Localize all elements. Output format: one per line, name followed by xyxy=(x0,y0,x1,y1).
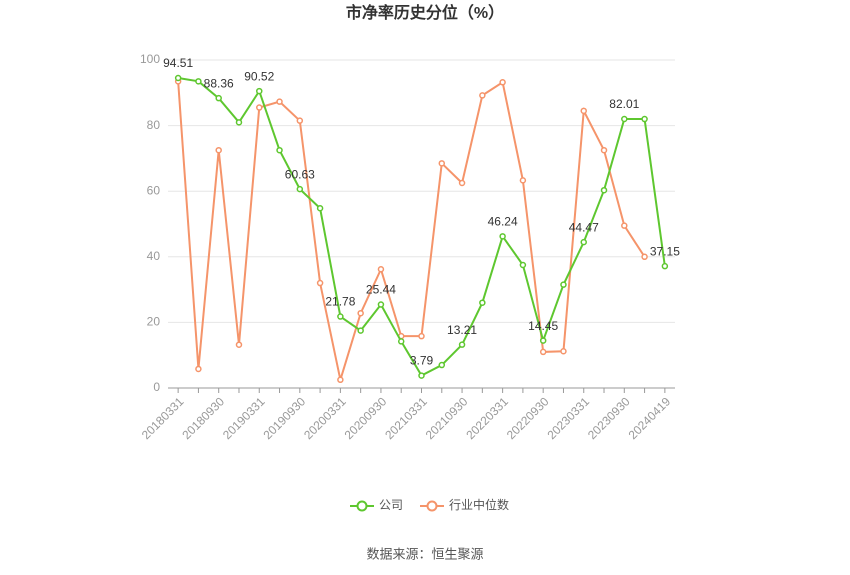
point xyxy=(621,222,628,229)
point xyxy=(499,79,506,86)
data-label: 13.21 xyxy=(447,323,477,337)
data-label: 44.47 xyxy=(569,220,599,234)
point xyxy=(195,78,202,85)
x-tick-label: 20180930 xyxy=(179,394,227,442)
point xyxy=(661,262,669,270)
point xyxy=(276,146,283,154)
point xyxy=(438,361,446,369)
point xyxy=(560,348,567,355)
x-tick-label: 20180331 xyxy=(139,394,187,442)
data-label: 90.52 xyxy=(244,69,274,83)
point xyxy=(316,279,324,287)
legend-label: 公司 xyxy=(379,498,403,512)
data-label: 46.24 xyxy=(488,215,518,229)
point xyxy=(316,205,324,212)
y-tick-label: 20 xyxy=(147,315,161,329)
x-tick-label: 20200331 xyxy=(301,394,349,442)
y-tick-label: 80 xyxy=(147,118,161,132)
x-tick-label: 20210331 xyxy=(382,394,430,442)
x-tick-label: 20230331 xyxy=(544,394,592,442)
point xyxy=(276,98,283,105)
legend-marker xyxy=(426,500,438,512)
point xyxy=(479,92,486,99)
data-label: 88.36 xyxy=(204,76,234,90)
legend-marker xyxy=(356,500,368,512)
point xyxy=(539,337,547,344)
legend-label: 行业中位数 xyxy=(449,497,509,512)
data-label: 14.45 xyxy=(528,319,558,333)
point xyxy=(195,365,202,373)
data-label: 37.15 xyxy=(650,244,680,258)
x-tick-label: 20210930 xyxy=(423,394,471,442)
point xyxy=(215,146,222,154)
x-tick-label: 20220331 xyxy=(463,394,511,442)
x-tick-label: 20190331 xyxy=(220,394,268,442)
point xyxy=(580,107,587,115)
source: 数据来源：恒生聚源 xyxy=(366,546,483,561)
point xyxy=(499,233,506,240)
point xyxy=(235,119,243,126)
point xyxy=(357,327,364,334)
series-line xyxy=(177,80,646,381)
chart-title: 市净率历史分位（%） xyxy=(346,3,504,22)
point xyxy=(600,186,608,194)
point xyxy=(458,179,466,187)
point xyxy=(215,94,222,102)
point xyxy=(560,281,567,288)
x-tick-label: 20240419 xyxy=(626,394,674,442)
data-label: 60.63 xyxy=(285,167,315,181)
point xyxy=(377,301,385,308)
point xyxy=(357,309,364,317)
point xyxy=(519,261,527,269)
point xyxy=(580,238,587,246)
x-tick-label: 20230930 xyxy=(585,394,633,442)
data-label: 94.51 xyxy=(163,56,193,70)
point xyxy=(256,104,263,111)
point xyxy=(641,115,648,123)
point xyxy=(539,348,547,356)
point xyxy=(377,266,385,273)
point xyxy=(296,185,304,193)
data-label: 82.01 xyxy=(609,97,639,111)
y-tick-label: 40 xyxy=(147,249,161,263)
x-tick-label: 20190930 xyxy=(261,394,309,442)
point xyxy=(621,115,628,123)
point xyxy=(235,341,243,348)
point xyxy=(256,87,263,95)
point xyxy=(174,74,182,82)
x-tick-label: 20220930 xyxy=(504,394,552,442)
point xyxy=(418,372,425,379)
point xyxy=(641,253,648,261)
data-label: 3.79 xyxy=(410,354,434,368)
point xyxy=(458,341,466,348)
point xyxy=(296,117,304,124)
point xyxy=(438,160,446,167)
data-label: 21.78 xyxy=(325,295,355,309)
point xyxy=(479,299,486,306)
point xyxy=(418,332,425,340)
x-tick-label: 20200930 xyxy=(342,394,390,442)
point xyxy=(337,313,344,320)
point xyxy=(337,376,344,384)
point xyxy=(600,146,608,154)
data-label: 25.44 xyxy=(366,283,396,297)
y-tick-label: 0 xyxy=(153,380,160,394)
point xyxy=(397,338,405,345)
point xyxy=(519,177,527,184)
y-tick-label: 60 xyxy=(147,183,161,197)
y-tick-label: 100 xyxy=(140,52,160,66)
